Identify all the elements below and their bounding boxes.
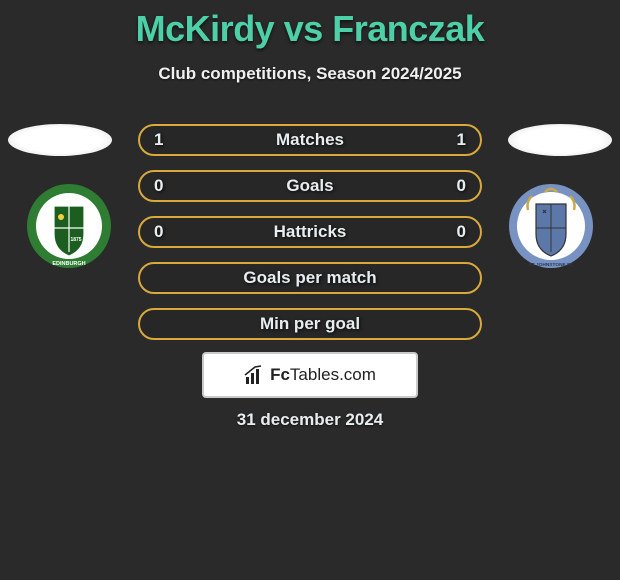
club-left-badge: HIBERNIAN EDINBURGH 1875 [20,182,118,270]
page-title: McKirdy vs Franczak [0,0,620,50]
stat-label: Goals [286,176,333,196]
stat-rows: 1 Matches 1 0 Goals 0 0 Hattricks 0 Goal… [138,124,482,354]
stat-left-value: 0 [154,176,163,196]
svg-text:1875: 1875 [70,237,81,243]
stat-right-value: 0 [457,222,466,242]
stat-row-mpg: Min per goal [138,308,482,340]
svg-text:HIBERNIAN: HIBERNIAN [54,198,85,204]
club-right-badge: ST JOHNSTONE FC [502,182,600,270]
page-subtitle: Club competitions, Season 2024/2025 [0,64,620,84]
stat-label: Hattricks [274,222,347,242]
attribution-text: FcTables.com [270,365,376,385]
stat-right-value: 1 [457,130,466,150]
stat-label: Min per goal [260,314,360,334]
stat-row-hattricks: 0 Hattricks 0 [138,216,482,248]
svg-text:ST JOHNSTONE FC: ST JOHNSTONE FC [529,262,574,268]
stat-label: Matches [276,130,344,150]
stat-label: Goals per match [243,268,376,288]
stat-right-value: 0 [457,176,466,196]
stat-row-matches: 1 Matches 1 [138,124,482,156]
stat-row-goals: 0 Goals 0 [138,170,482,202]
stat-left-value: 1 [154,130,163,150]
stat-row-gpm: Goals per match [138,262,482,294]
chart-icon [244,364,266,386]
stat-left-value: 0 [154,222,163,242]
footer-date: 31 december 2024 [0,410,620,430]
player-left-avatar [8,124,112,156]
player-right-avatar [508,124,612,156]
svg-text:EDINBURGH: EDINBURGH [52,261,85,267]
attribution-badge: FcTables.com [202,352,418,398]
